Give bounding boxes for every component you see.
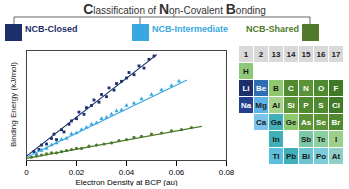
html-text:S: S — [318, 100, 324, 110]
html-text:13: 13 — [271, 49, 281, 59]
html-text:H: H — [243, 66, 249, 76]
html-text:Po: Po — [315, 151, 327, 161]
html-text:C: C — [288, 83, 294, 93]
svg-text:Electron Density at BCP (au): Electron Density at BCP (au) — [75, 178, 177, 187]
html-text:In: In — [272, 134, 280, 144]
html-text:O: O — [317, 83, 325, 93]
html-text:Binding Energy (kJ/mol): Binding Energy (kJ/mol) — [8, 62, 18, 147]
html-text:Bi: Bi — [302, 151, 310, 161]
html-text:Al: Al — [272, 100, 280, 110]
html-text:2: 2 — [258, 49, 264, 59]
html-text:Te: Te — [316, 134, 326, 144]
html-text:NCB-Shared: NCB-Shared — [246, 24, 299, 34]
html-text:Classification ofNon-CovalentB: Classification ofNon-CovalentBonding — [83, 1, 266, 17]
html-text:I: I — [334, 134, 338, 144]
html-text:N: N — [303, 83, 309, 93]
html-text:15: 15 — [301, 49, 311, 59]
html-text:Pb: Pb — [285, 151, 297, 161]
html-text:At: At — [331, 151, 341, 161]
svg-text:0: 0 — [24, 168, 29, 177]
svg-text:0.08: 0.08 — [219, 168, 234, 177]
html-text:1: 1 — [243, 49, 249, 59]
html-text:P: P — [303, 100, 309, 110]
svg-text:0.06: 0.06 — [169, 168, 185, 177]
html-text:Cl: Cl — [332, 100, 340, 110]
html-text:Li: Li — [242, 83, 250, 93]
html-text:NCB-Closed: NCB-Closed — [25, 24, 78, 34]
html-text:Na Mg: Na Mg — [240, 100, 267, 110]
html-text:16: 16 — [316, 49, 326, 59]
html-text:Tl: Tl — [272, 151, 280, 161]
html-text:17: 17 — [331, 49, 341, 59]
html-text:Be: Be — [255, 83, 267, 93]
html-text:Br: Br — [331, 117, 341, 127]
html-text:Se: Se — [316, 117, 326, 127]
html-text:Sb: Sb — [300, 134, 312, 144]
html-text:NCB-Intermediate: NCB-Intermediate — [152, 24, 228, 34]
html-text:Si: Si — [287, 100, 295, 110]
html-text:Ca Ga Ge As: Ca Ga Ge As — [255, 117, 312, 127]
svg-text:0.02: 0.02 — [69, 168, 85, 177]
html-text:F: F — [333, 83, 339, 93]
html-text:14: 14 — [286, 49, 296, 59]
html-text:B: B — [273, 83, 279, 93]
svg-text:0.04: 0.04 — [119, 168, 135, 177]
